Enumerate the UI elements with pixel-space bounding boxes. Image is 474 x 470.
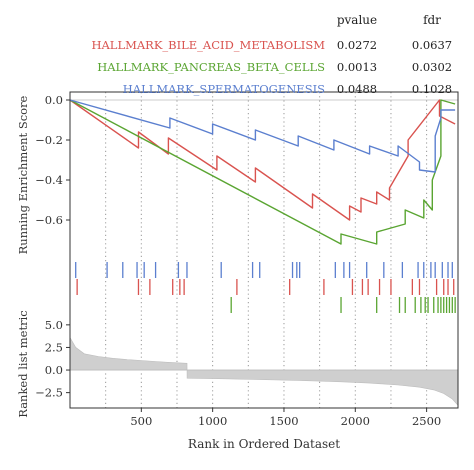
x-axis-label: Rank in Ordered Dataset	[188, 437, 340, 451]
legend-fdr-0: 0.0637	[412, 38, 452, 52]
legend-entry-1: HALLMARK_PANCREAS_BETA_CELLS	[97, 60, 325, 74]
x-tick-label-2: 1500	[269, 414, 298, 428]
legend: pvalue fdr HALLMARK_BILE_ACID_METABOLISM 0.…	[91, 13, 452, 96]
x-tick-label-4: 2500	[412, 414, 441, 428]
series-line-2	[69, 99, 456, 173]
y-tick-label-ranked-0: 5.0	[45, 318, 63, 332]
legend-pvalue-1: 0.0013	[337, 60, 377, 74]
y-axis-label-ranked: Ranked list metric	[16, 310, 30, 417]
x-tick-label-1: 1000	[198, 414, 227, 428]
legend-fdr-2: 0.1028	[412, 82, 452, 96]
y-tick-label-enrichment-3: −0.6	[35, 213, 63, 227]
y-tick-label-enrichment-1: −0.2	[35, 133, 63, 147]
ranked-metric-area	[69, 336, 459, 407]
legend-header-fdr: fdr	[423, 13, 441, 27]
ranked-metric-panel: 5.0 2.5 0.0 −2.5 500 1000 1500 2000 2500	[35, 91, 459, 428]
y-tick-label-ranked-1: 2.5	[45, 340, 63, 354]
x-tick-label-0: 500	[130, 414, 152, 428]
legend-pvalue-0: 0.0272	[337, 38, 377, 52]
plot-frame	[69, 91, 459, 409]
legend-entry-2: HALLMARK_SPERMATOGENESIS	[123, 82, 325, 96]
y-tick-label-enrichment-0: 0.0	[45, 93, 63, 107]
legend-entry-0: HALLMARK_BILE_ACID_METABOLISM	[91, 38, 325, 52]
legend-pvalue-2: 0.0488	[337, 82, 377, 96]
y-tick-label-ranked-3: −2.5	[35, 386, 63, 400]
legend-fdr-1: 0.0302	[412, 60, 452, 74]
y-tick-label-ranked-2: 0.0	[45, 363, 63, 377]
x-tick-label-3: 2000	[341, 414, 370, 428]
hits-panel	[75, 262, 456, 313]
series-line-1	[69, 99, 456, 245]
y-tick-label-enrichment-2: −0.4	[35, 173, 63, 187]
legend-header-pvalue: pvalue	[337, 13, 377, 27]
enrichment-panel: 0.0 −0.2 −0.4 −0.6	[35, 92, 458, 408]
y-axis-label-enrichment: Running Enrichment Score	[16, 95, 30, 254]
